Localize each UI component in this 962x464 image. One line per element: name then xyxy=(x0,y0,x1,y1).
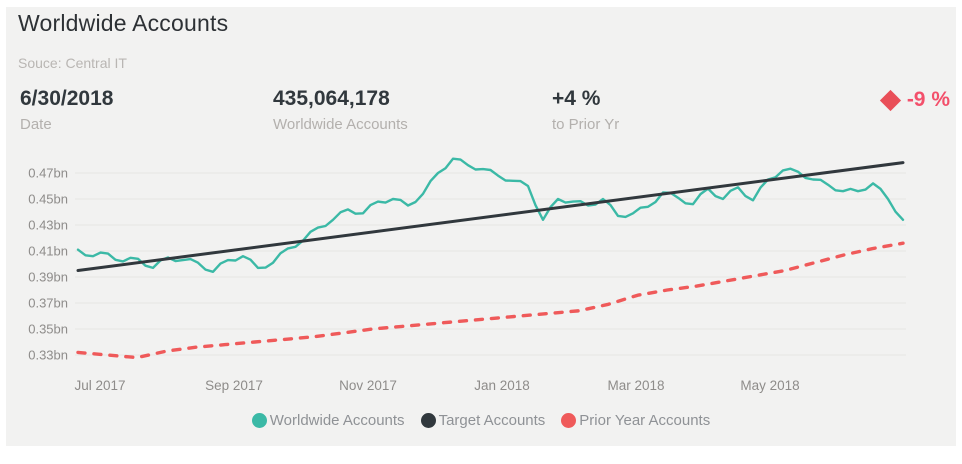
chart-legend: Worldwide Accounts Target Accounts Prior Y… xyxy=(6,412,956,429)
kpi-worldwide-accounts-value: 435,064,178 xyxy=(273,87,390,110)
x-tick-label: Jan 2018 xyxy=(474,378,530,393)
legend-dot-icon xyxy=(251,413,267,428)
y-tick-label: 0.33bn xyxy=(28,348,68,363)
y-tick-label: 0.41bn xyxy=(28,244,68,259)
kpi-date: 6/30/2018 Date xyxy=(20,87,113,133)
kpi-date-value: 6/30/2018 xyxy=(20,87,114,110)
trend-indicator-value: -9 % xyxy=(906,88,950,111)
kpi-worldwide-accounts-label: Worldwide Accounts xyxy=(273,116,408,133)
kpi-to-prior-yr: +4 % to Prior Yr xyxy=(552,87,619,133)
legend-item-prior-year-accounts[interactable]: Prior Year Accounts xyxy=(561,412,710,429)
x-tick-label: Nov 2017 xyxy=(339,378,397,393)
source-label: Souce: Central IT xyxy=(18,55,127,71)
y-tick-label: 0.43bn xyxy=(28,218,68,233)
legend-item-target-accounts[interactable]: Target Accounts xyxy=(420,412,546,429)
kpi-worldwide-accounts: 435,064,178 Worldwide Accounts xyxy=(273,87,408,133)
page-title: Worldwide Accounts xyxy=(18,10,229,36)
kpi-to-prior-yr-label: to Prior Yr xyxy=(552,116,620,133)
kpi-card xyxy=(6,7,956,446)
series-line-worldwide-accounts[interactable] xyxy=(76,157,905,273)
kpi-to-prior-yr-value: +4 % xyxy=(552,87,601,110)
legend-dot-icon xyxy=(420,413,436,428)
y-tick-label: 0.47bn xyxy=(28,166,68,181)
x-tick-label: May 2018 xyxy=(740,378,799,393)
y-tick-label: 0.39bn xyxy=(28,270,68,285)
trend-indicator: -9 % xyxy=(879,87,950,113)
y-tick-label: 0.45bn xyxy=(28,192,68,207)
x-tick-label: Mar 2018 xyxy=(607,378,664,393)
legend-item-worldwide-accounts[interactable]: Worldwide Accounts xyxy=(251,412,405,429)
legend-label: Prior Year Accounts xyxy=(579,412,711,429)
legend-label: Target Accounts xyxy=(438,412,546,429)
y-tick-label: 0.35bn xyxy=(28,322,68,337)
x-tick-label: Sep 2017 xyxy=(205,378,263,393)
kpi-date-label: Date xyxy=(20,116,52,133)
y-tick-label: 0.37bn xyxy=(28,296,68,311)
legend-dot-icon xyxy=(561,413,577,428)
legend-label: Worldwide Accounts xyxy=(269,412,405,429)
series-line-prior-year-accounts[interactable] xyxy=(76,241,905,360)
series-line-target-accounts[interactable] xyxy=(76,161,905,272)
x-tick-label: Jul 2017 xyxy=(74,378,125,393)
